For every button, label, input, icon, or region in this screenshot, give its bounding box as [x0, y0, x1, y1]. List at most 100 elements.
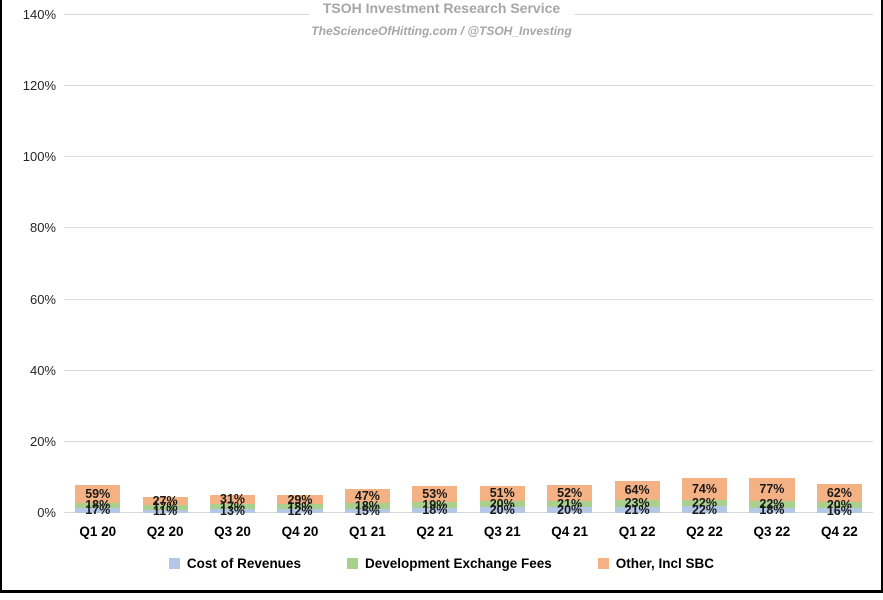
bar-segment: 18% — [412, 503, 458, 517]
y-axis-tick-label: 120% — [22, 78, 56, 94]
y-axis-tick-label: 100% — [22, 149, 56, 165]
segment-data-label: 15% — [354, 503, 380, 518]
bar-stack: 47% 18% 15% — [344, 471, 390, 518]
y-axis-tick-label: 40% — [29, 362, 56, 378]
bar-segment: 47% — [344, 489, 390, 504]
segment-data-label: 27% — [152, 493, 178, 508]
bars-row: 59% 18% 17% 27% 17% 11% 31% 17% 13% 29% 18% 12% 47% 1… — [64, 15, 873, 518]
bar-stack: 59% 18% 17% — [75, 471, 121, 517]
bar-column-q3-20: 31% 17% 13% — [199, 15, 266, 518]
bar-column-q1-22: 64% 23% 21% — [603, 15, 670, 517]
x-axis-category-label: Q4 20 — [281, 524, 319, 539]
bar-stack: 77% 22% 18% — [749, 471, 795, 517]
bar-segment: 22% — [681, 503, 728, 517]
bar-stack: 62% 20% 16% — [816, 471, 862, 518]
segment-data-label: 59% — [85, 486, 111, 501]
bar-segment: 77% — [749, 477, 795, 502]
x-axis-category-label: Q4 22 — [820, 524, 858, 539]
legend-item: Cost of Revenues — [168, 556, 301, 571]
segment-data-label: 18% — [759, 503, 785, 518]
segment-data-label: 52% — [557, 485, 583, 500]
segment-data-label: 16% — [826, 503, 852, 518]
segment-data-label: 11% — [152, 504, 178, 519]
y-axis-tick-label: 80% — [29, 220, 56, 236]
segment-data-label: 20% — [557, 503, 583, 517]
bar-segment: 51% — [479, 485, 525, 501]
bar-stack: 51% 20% 20% — [479, 471, 525, 517]
segment-data-label: 47% — [354, 489, 380, 504]
bar-segment: 64% — [614, 480, 660, 500]
segment-data-label: 77% — [759, 482, 785, 497]
gridline — [64, 156, 873, 158]
legend-swatch-icon — [597, 558, 609, 569]
bar-stack: 29% 18% 12% — [277, 471, 323, 518]
bar-segment: 16% — [816, 504, 862, 518]
y-axis: 0% 20% 40% 60% 80% 100% 120% 140% — [2, 7, 56, 520]
segment-data-label: 18% — [422, 503, 448, 518]
bar-column-q4-22: 62% 20% 16% — [806, 15, 873, 518]
bar-segment: 17% — [75, 503, 121, 517]
bar-column-q3-21: 51% 20% 20% — [469, 15, 536, 517]
legend-swatch-icon — [346, 558, 358, 569]
x-axis-category-label: Q2 21 — [416, 524, 454, 539]
segment-data-label: 21% — [624, 502, 650, 517]
bar-column-q2-22: 74% 22% 22% — [671, 15, 738, 517]
y-axis-tick-label: 140% — [22, 7, 56, 22]
segment-data-label: 31% — [220, 492, 246, 507]
legend-item: Development Exchange Fees — [346, 556, 552, 571]
legend: Cost of Revenues Development Exchange Fee… — [2, 556, 881, 571]
bar-segment: 18% — [749, 503, 795, 517]
bar-segment: 53% — [412, 486, 458, 502]
chart-title: TSOH Investment Research Service — [308, 0, 575, 16]
bar-stack: 53% 19% 18% — [412, 471, 458, 517]
bar-stack: 27% 17% 11% — [142, 471, 188, 518]
bar-stack: 31% 17% 13% — [209, 471, 256, 518]
gridline — [64, 298, 873, 300]
y-axis-tick-label: 20% — [29, 433, 56, 449]
bar-column-q1-20: 59% 18% 17% — [64, 15, 131, 517]
legend-label: Cost of Revenues — [186, 556, 301, 571]
bar-column-q1-21: 47% 18% 15% — [334, 15, 401, 518]
bar-segment: 20% — [547, 503, 593, 517]
gridline — [64, 512, 873, 513]
segment-data-label: 62% — [826, 485, 852, 500]
bar-segment: 59% — [75, 484, 121, 503]
bar-segment: 74% — [681, 477, 728, 500]
gridline — [64, 227, 873, 229]
segment-data-label: 53% — [422, 486, 448, 501]
segment-data-label: 17% — [85, 503, 111, 518]
x-axis-category-label: Q1 22 — [618, 524, 656, 539]
x-axis-category-label: Q2 20 — [146, 524, 184, 539]
segment-data-label: 12% — [287, 504, 313, 519]
segment-data-label: 22% — [691, 502, 718, 517]
bar-segment: 27% — [142, 493, 188, 508]
gridline — [64, 85, 873, 87]
bar-segment: 11% — [142, 504, 188, 518]
bar-segment: 21% — [614, 503, 660, 517]
bar-column-q4-21: 52% 21% 20% — [536, 15, 603, 517]
plot-area: 59% 18% 17% 27% 17% 11% 31% 17% 13% 29% 18% 12% 47% 1… — [64, 14, 873, 518]
x-axis: Q1 20 Q2 20 Q3 20 Q4 20 Q1 21 Q2 21 Q3 21 Q4 21… — [64, 524, 873, 544]
segment-data-label: 20% — [489, 503, 515, 517]
bar-segment: 15% — [344, 504, 390, 518]
bar-column-q2-20: 27% 17% 11% — [131, 15, 198, 518]
legend-item: Other, Incl SBC — [597, 556, 714, 571]
x-axis-category-label: Q3 20 — [214, 524, 251, 539]
bar-stack: 64% 23% 21% — [614, 471, 660, 517]
x-axis-category-label: Q2 22 — [686, 524, 723, 539]
bar-segment: 13% — [209, 504, 256, 518]
legend-label: Development Exchange Fees — [364, 556, 552, 571]
gridline — [64, 440, 873, 442]
gridline — [64, 369, 873, 371]
segment-data-label: 29% — [287, 492, 313, 507]
x-axis-category-label: Q1 21 — [349, 524, 386, 539]
bar-stack: 74% 22% 22% — [681, 471, 728, 517]
bar-segment: 20% — [479, 503, 525, 517]
bar-column-q4-20: 29% 18% 12% — [266, 15, 333, 518]
segment-data-label: 13% — [220, 504, 246, 519]
bar-segment: 62% — [816, 483, 862, 503]
chart-subtitle: TheScienceOfHitting.com / @TSOH_Investin… — [301, 24, 582, 38]
segment-data-label: 74% — [691, 481, 718, 496]
x-axis-category-label: Q3 21 — [483, 524, 521, 539]
